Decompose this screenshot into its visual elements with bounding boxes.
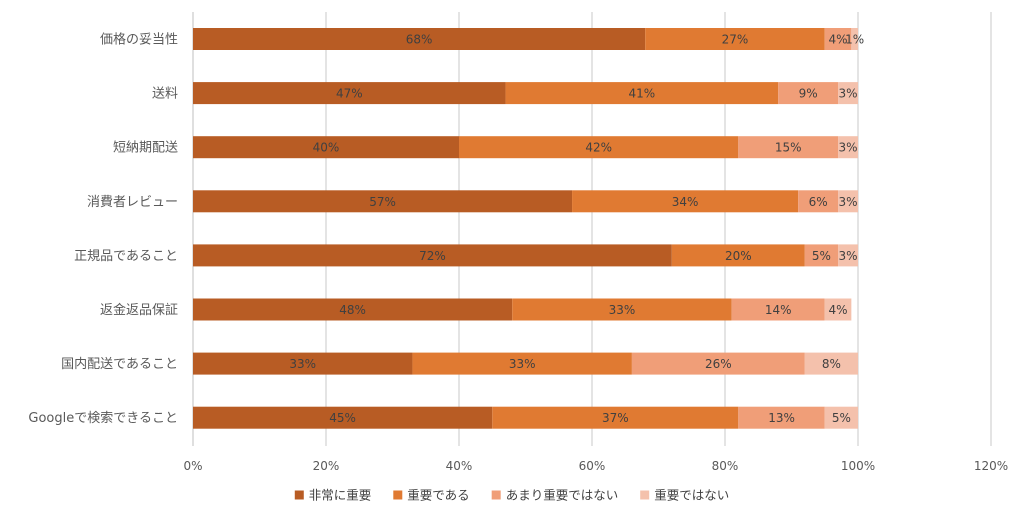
bar-segment bbox=[824, 28, 852, 50]
category-label: Googleで検索できること bbox=[28, 411, 178, 426]
bar-segment bbox=[824, 406, 858, 429]
data-label: 26% bbox=[705, 357, 732, 371]
bar-segment bbox=[193, 190, 573, 213]
data-label: 8% bbox=[822, 357, 841, 371]
data-label: 40% bbox=[313, 141, 340, 155]
data-label: 3% bbox=[839, 195, 858, 209]
x-tick-label: 20% bbox=[313, 459, 340, 473]
data-label: 72% bbox=[419, 249, 446, 263]
data-label: 15% bbox=[775, 141, 802, 155]
data-label: 5% bbox=[832, 411, 851, 425]
data-label: 48% bbox=[339, 303, 366, 317]
legend-swatch bbox=[294, 490, 304, 500]
data-label: 33% bbox=[509, 357, 536, 371]
legend-label: あまり重要ではない bbox=[506, 488, 619, 503]
data-label: 42% bbox=[585, 141, 612, 155]
bar-segment bbox=[738, 136, 839, 159]
bar-segment bbox=[838, 190, 858, 213]
data-label: 13% bbox=[768, 411, 795, 425]
bar-segment bbox=[731, 298, 825, 321]
category-label: 国内配送であること bbox=[61, 356, 178, 372]
data-label: 3% bbox=[839, 249, 858, 263]
data-label: 34% bbox=[672, 195, 699, 209]
bar-segment bbox=[738, 406, 825, 429]
legend-label: 非常に重要 bbox=[309, 488, 372, 503]
x-tick-label: 40% bbox=[446, 459, 473, 473]
bar-segment bbox=[193, 28, 646, 50]
data-label: 41% bbox=[629, 87, 656, 101]
x-tick-label: 100% bbox=[841, 459, 875, 473]
bar-segment bbox=[193, 82, 506, 105]
bar-segment bbox=[838, 136, 858, 159]
category-label: 価格の妥当性 bbox=[100, 32, 178, 48]
bar-segment bbox=[459, 136, 739, 159]
legend-label: 重要である bbox=[407, 488, 469, 503]
bar-segment bbox=[492, 406, 739, 429]
bar-segment bbox=[505, 82, 779, 105]
data-label: 6% bbox=[809, 195, 828, 209]
bar-segment bbox=[631, 352, 805, 375]
data-label: 4% bbox=[829, 33, 848, 47]
data-label: 57% bbox=[369, 195, 396, 209]
bar-segment bbox=[838, 244, 858, 267]
x-tick-label: 80% bbox=[712, 459, 739, 473]
data-label: 3% bbox=[839, 87, 858, 101]
bar-segment bbox=[778, 82, 839, 105]
bar-segment bbox=[193, 244, 672, 267]
data-label: 47% bbox=[336, 87, 363, 101]
bar-segment bbox=[671, 244, 805, 267]
bar-segment bbox=[193, 136, 459, 159]
data-label: 9% bbox=[799, 87, 818, 101]
bar-segment bbox=[824, 298, 852, 321]
category-label: 短納期配送 bbox=[113, 141, 178, 156]
category-label: 送料 bbox=[152, 87, 178, 102]
data-label: 45% bbox=[329, 411, 356, 425]
legend-swatch bbox=[393, 490, 403, 500]
bar-segment bbox=[572, 190, 799, 213]
x-tick-label: 60% bbox=[579, 459, 606, 473]
data-label: 5% bbox=[812, 249, 831, 263]
bar-segment bbox=[512, 298, 732, 321]
legend-label: 重要ではない bbox=[654, 488, 729, 503]
data-label: 33% bbox=[609, 303, 636, 317]
legend-swatch bbox=[491, 490, 501, 500]
bar-segment bbox=[804, 244, 839, 267]
category-label: 消費者レビュー bbox=[87, 195, 178, 210]
data-label: 20% bbox=[725, 249, 752, 263]
data-label: 1% bbox=[845, 33, 864, 47]
data-label: 68% bbox=[406, 33, 433, 47]
data-label: 27% bbox=[722, 33, 749, 47]
bar-segment bbox=[798, 190, 839, 213]
x-tick-label: 120% bbox=[974, 459, 1008, 473]
data-label: 33% bbox=[289, 357, 316, 371]
data-label: 14% bbox=[765, 303, 792, 317]
bar-segment bbox=[645, 28, 825, 50]
legend-swatch bbox=[640, 490, 650, 500]
bar-segment bbox=[851, 28, 858, 50]
bar-segment bbox=[193, 406, 493, 429]
data-label: 37% bbox=[602, 411, 629, 425]
bar-segment bbox=[804, 352, 858, 375]
x-tick-label: 0% bbox=[183, 459, 202, 473]
category-label: 正規品であること bbox=[74, 249, 178, 264]
data-label: 3% bbox=[839, 141, 858, 155]
bar-segment bbox=[193, 298, 513, 321]
bar-segment bbox=[838, 82, 858, 105]
data-label: 4% bbox=[829, 303, 848, 317]
category-label: 返金返品保証 bbox=[100, 302, 178, 318]
bar-segment bbox=[193, 352, 413, 375]
bar-segment bbox=[412, 352, 632, 375]
